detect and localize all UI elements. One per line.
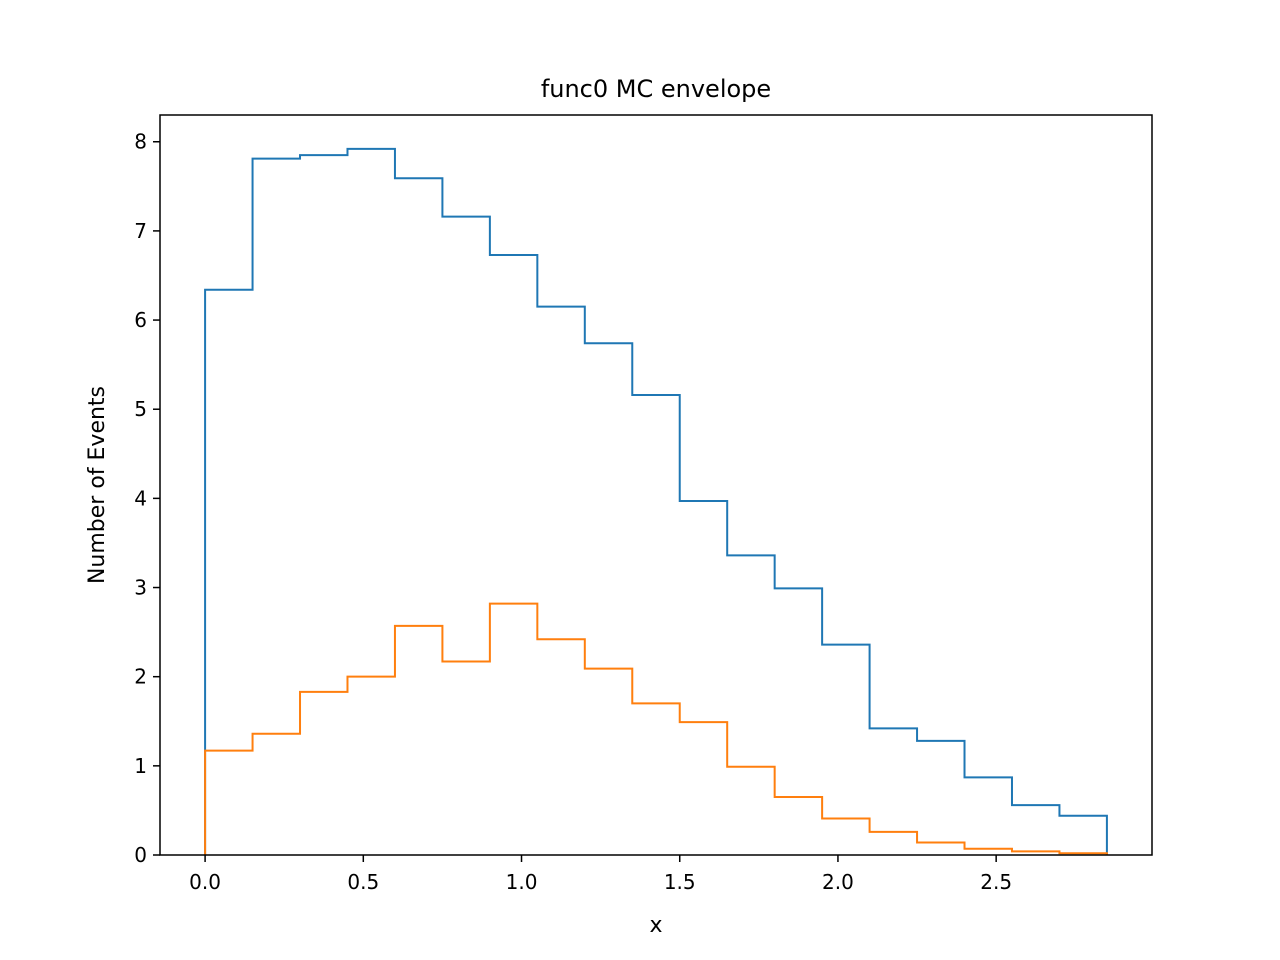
x-axis-label: x (649, 913, 662, 938)
y-tick-label: 2 (134, 665, 147, 689)
plot-area (204, 147, 1108, 855)
y-tick-label: 4 (134, 486, 147, 510)
x-tick-label: 0.5 (347, 870, 379, 894)
y-tick-label: 6 (134, 308, 147, 332)
x-tick-label: 1.0 (506, 870, 538, 894)
x-axis-ticks: 0.0 0.5 1.0 1.5 2.0 2.5 (189, 855, 1012, 894)
y-tick-label: 3 (134, 576, 147, 600)
y-tick-label: 1 (134, 754, 147, 778)
y-axis-ticks: 0 1 2 3 4 5 6 7 8 (134, 130, 160, 867)
chart-title: func0 MC envelope (541, 75, 771, 103)
x-tick-label: 1.5 (664, 870, 696, 894)
plot-frame (159, 114, 1153, 856)
x-tick-label: 0.0 (189, 870, 221, 894)
y-tick-label: 8 (134, 130, 147, 154)
y-axis-label: Number of Events (85, 386, 110, 584)
x-tick-label: 2.5 (980, 870, 1012, 894)
x-tick-label: 2.0 (822, 870, 854, 894)
y-tick-label: 5 (134, 397, 147, 421)
y-tick-label: 7 (134, 219, 147, 243)
y-tick-label: 0 (134, 843, 147, 867)
histogram-series-1 (204, 147, 1108, 855)
histogram-series-2 (204, 602, 1108, 855)
